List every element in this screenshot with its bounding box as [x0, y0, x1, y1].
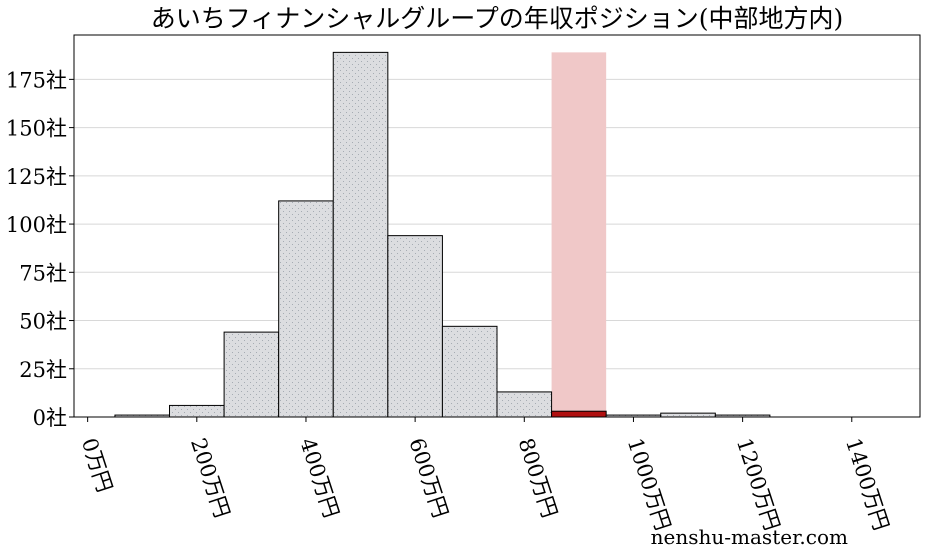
y-axis-ticks: 0社 25社 50社 75社 100社 125社 150社 175社	[6, 68, 74, 430]
x-tick-label: 0万円	[77, 435, 117, 495]
y-tick-label: 0社	[33, 406, 67, 430]
grid-lines	[74, 78, 920, 370]
histogram-bar-texture	[496, 391, 553, 418]
histogram-bar-texture	[332, 51, 389, 418]
x-tick-label: 600万円	[404, 435, 452, 520]
x-axis-ticks: 0万円 200万円 400万円 600万円 800万円 1000万円 1200万円 1400万…	[77, 417, 893, 533]
highlight-bar	[551, 410, 607, 418]
plot-frame	[73, 34, 921, 418]
highlight-band	[551, 52, 607, 417]
histogram-bar-texture	[278, 200, 334, 418]
x-tick-label: 1200万円	[732, 435, 784, 533]
x-tick-label: 800万円	[514, 435, 562, 520]
y-tick-label: 25社	[19, 358, 67, 382]
y-tick-label: 150社	[6, 117, 67, 141]
x-tick-label: 1400万円	[841, 435, 893, 533]
y-tick-label: 175社	[6, 68, 67, 92]
y-tick-label: 50社	[19, 310, 67, 334]
histogram-bar-texture	[660, 412, 716, 418]
watermark: nenshu-master.com	[651, 525, 848, 549]
x-tick-label: 1000万円	[623, 435, 675, 533]
x-tick-label: 400万円	[295, 435, 343, 520]
histogram-bar-texture	[169, 404, 225, 418]
y-tick-label: 100社	[6, 213, 67, 237]
histogram-bar-texture	[387, 235, 443, 418]
histogram-bar-texture	[441, 325, 498, 418]
histogram-bar-texture	[223, 331, 280, 418]
highlight-band-layer	[551, 52, 607, 417]
bars-layer	[114, 51, 771, 418]
y-tick-label: 75社	[19, 261, 67, 285]
x-tick-label: 200万円	[186, 435, 234, 520]
y-tick-label: 125社	[6, 165, 67, 189]
chart-title: あいちフィナンシャルグループの年収ポジション(中部地方内)	[151, 4, 844, 33]
